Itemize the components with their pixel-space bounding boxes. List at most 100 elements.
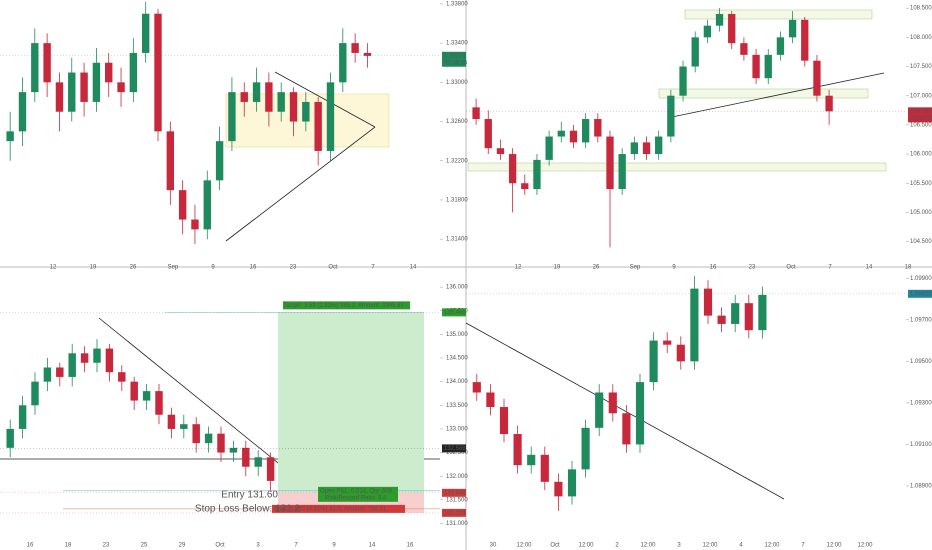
candle-body — [6, 131, 14, 142]
x-tick-label: 19 — [90, 265, 97, 271]
price-tag-label: 1.09825 — [910, 291, 932, 297]
price-tag — [442, 444, 466, 453]
y-tick-label: 132.000 — [446, 474, 468, 480]
candle-body — [731, 303, 740, 324]
x-tick-label: 3 — [256, 543, 260, 549]
x-tick-label: 3 — [677, 543, 681, 549]
price-tag — [442, 488, 466, 497]
price-tag-label: 131.648 — [444, 490, 466, 496]
candle-body — [80, 72, 88, 102]
x-tick-label: 9 — [332, 543, 336, 549]
candle-body — [508, 154, 517, 184]
candle-body — [691, 37, 699, 67]
candle-body — [622, 413, 631, 445]
candle-body — [527, 454, 536, 466]
y-tick-label: 1.09900 — [910, 276, 932, 282]
candle-body — [105, 62, 113, 83]
y-tick-label: 132.500 — [446, 450, 468, 456]
candle-body — [118, 372, 126, 382]
candle-body — [215, 141, 224, 181]
candle-body — [703, 25, 712, 38]
x-tick-label: 29 — [179, 543, 186, 549]
y-tick-label: 105.000 — [910, 210, 932, 216]
candle-body — [314, 101, 322, 151]
candle-body — [540, 454, 549, 482]
candle-body — [513, 434, 522, 466]
candle-body — [56, 367, 64, 377]
candle-body — [472, 107, 480, 120]
candle-body — [496, 148, 505, 155]
x-tick-label: 23 — [103, 543, 110, 549]
price-tag-label: 106.732 — [910, 109, 932, 115]
price-tag-label: 1.33271 — [444, 53, 466, 59]
annotation: Target: 3.59 (2.93%) 385.2, Amount: 3345… — [284, 303, 404, 309]
x-tick-label: 14 — [866, 265, 873, 271]
candle-body — [649, 340, 658, 383]
annotation: Open P&L: 0.014, Qty: 609 — [320, 488, 393, 494]
price-tag-label: 131.224 — [444, 510, 466, 516]
target-zone — [278, 312, 424, 493]
x-tick-label: 26 — [130, 265, 137, 271]
candle-body — [642, 142, 651, 155]
countdown: 02:08:35 — [444, 60, 468, 66]
candle-body — [105, 348, 114, 373]
x-tick-label: 26 — [593, 265, 600, 271]
x-tick-label: 12:00 — [578, 543, 594, 549]
x-tick-label: 9 — [211, 265, 215, 271]
y-tick-label: 131.000 — [446, 521, 468, 527]
candle-body — [676, 344, 685, 362]
zone-box — [467, 162, 887, 172]
y-tick-label: 1.32600 — [446, 119, 468, 125]
candle-body — [254, 457, 262, 467]
x-tick-label: 25 — [141, 543, 148, 549]
candle-body — [728, 14, 736, 44]
price-tag — [442, 51, 466, 67]
candle-body — [68, 353, 76, 377]
y-tick-label: 1.31400 — [446, 237, 468, 243]
candle-body — [363, 52, 372, 56]
y-tick-label: 107.500 — [910, 64, 932, 70]
y-tick-label: 134.000 — [446, 379, 468, 385]
candle-body — [242, 447, 250, 467]
candle-body — [679, 66, 687, 96]
candle-body — [166, 131, 175, 191]
x-tick-label: 12:00 — [764, 543, 780, 549]
y-tick-label: 133.500 — [446, 403, 468, 409]
candle-body — [167, 414, 176, 429]
x-tick-label: 7 — [294, 543, 298, 549]
x-tick-label: 18 — [905, 265, 912, 271]
countdown: 02:08:35 — [910, 116, 932, 122]
candle-body — [655, 136, 663, 155]
y-tick-label: 1.09300 — [910, 400, 932, 406]
x-tick-label: 19 — [554, 265, 561, 271]
candle-body — [618, 154, 626, 190]
candle-body — [154, 13, 162, 132]
x-tick-label: 14 — [410, 265, 417, 271]
candle-body — [203, 180, 211, 230]
candle-body — [581, 119, 590, 143]
candle-body — [229, 447, 238, 453]
candle-body — [142, 391, 151, 401]
y-tick-label: 134.500 — [446, 356, 468, 362]
x-tick-label: 7 — [371, 265, 375, 271]
candle-body — [595, 392, 604, 428]
candle-body — [289, 92, 298, 122]
candle-body — [129, 52, 138, 93]
trend-line — [225, 126, 376, 242]
candle-body — [277, 92, 285, 112]
trend-line — [465, 322, 785, 500]
candle-body — [192, 424, 200, 444]
candle-body — [302, 101, 310, 122]
candle-body — [351, 43, 359, 53]
candle-body — [740, 43, 748, 55]
candle-body — [594, 119, 602, 137]
candle-body — [117, 82, 125, 93]
candle-body — [31, 381, 39, 406]
x-tick-label: Oct — [328, 265, 338, 271]
annotation: Risk/Reward Ratio: 9.4 — [325, 495, 387, 501]
candle-body — [178, 190, 187, 220]
y-tick-label: 108.500 — [910, 6, 932, 12]
y-tick-label: 135.000 — [446, 332, 468, 338]
price-tag — [442, 508, 466, 517]
